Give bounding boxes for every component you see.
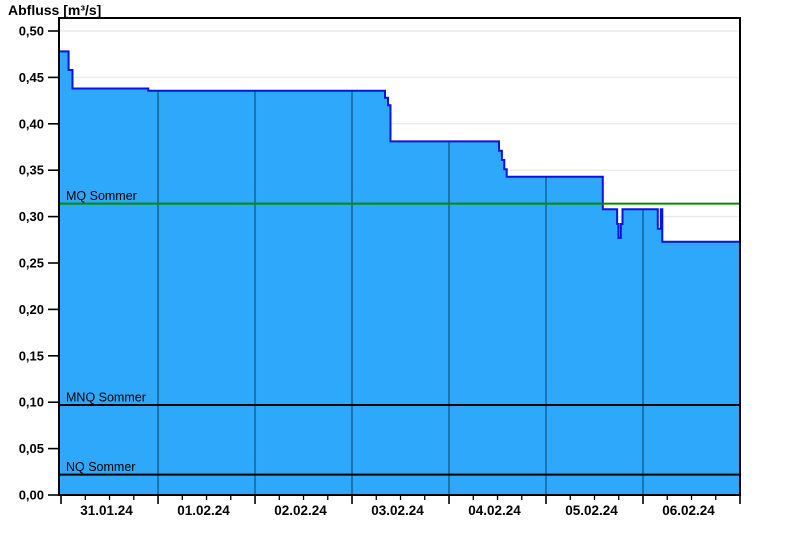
y-tick-label: 0,50: [19, 23, 44, 38]
y-tick-label: 0,10: [19, 395, 44, 410]
y-tick-label: 0,15: [19, 348, 44, 363]
x-tick-label: 05.02.24: [565, 503, 618, 518]
plot-frame: [58, 17, 741, 496]
y-tick-label: 0,35: [19, 163, 44, 178]
reference-line-label: NQ Sommer: [66, 460, 135, 474]
x-tick-label: 01.02.24: [177, 503, 230, 518]
y-tick-label: 0,25: [19, 255, 44, 270]
x-tick-label: 31.01.24: [80, 503, 133, 518]
y-tick-label: 0,45: [19, 70, 44, 85]
y-tick-label: 0,40: [19, 116, 44, 131]
reference-line-label: MNQ Sommer: [66, 390, 146, 404]
x-tick-label: 04.02.24: [468, 503, 521, 518]
area-outline: [59, 50, 740, 243]
reference-line-label: MQ Sommer: [66, 189, 137, 203]
x-tick-label: 06.02.24: [662, 503, 715, 518]
x-tick-label: 02.02.24: [274, 503, 327, 518]
y-tick-label: 0,20: [19, 302, 44, 317]
y-tick-label: 0,05: [19, 441, 44, 456]
y-tick-label: 0,30: [19, 209, 44, 224]
y-tick-label: 0,00: [19, 488, 44, 503]
x-tick-label: 03.02.24: [371, 503, 424, 518]
area-fill: [59, 51, 740, 496]
chart-title: Abfluss [m³/s]: [8, 2, 102, 18]
